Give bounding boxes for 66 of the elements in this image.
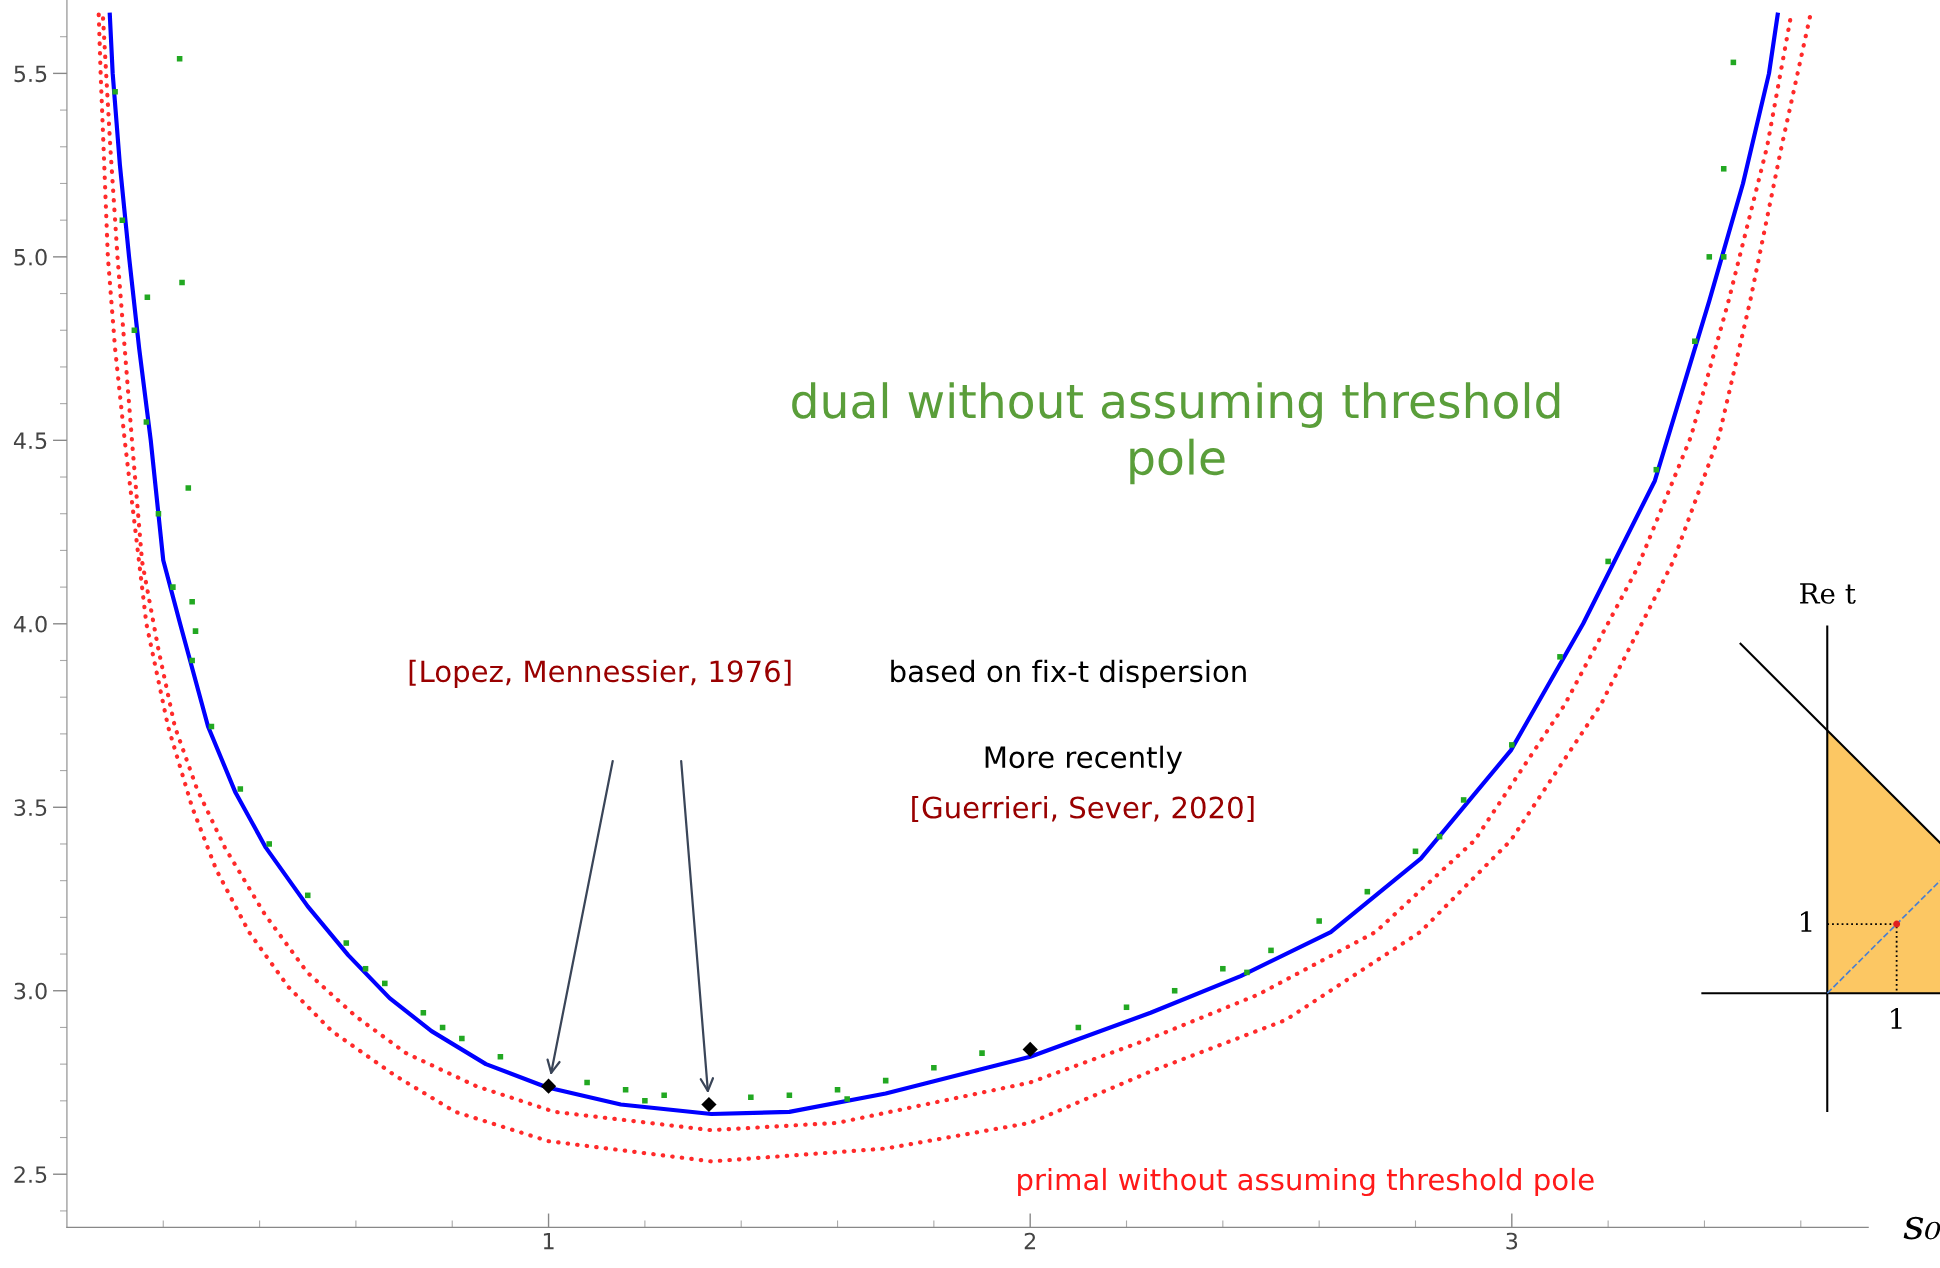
point [343,940,350,946]
annotation: primal without assuming threshold pole [1018,1167,1594,1197]
point [189,657,195,664]
point [622,1087,629,1093]
annotation: More recently [985,745,1183,774]
point [642,1098,648,1104]
x-tick-label: 2 [1024,1232,1036,1250]
point [1557,654,1563,660]
point [131,327,138,334]
point [1244,969,1250,976]
point [1268,947,1274,954]
annotation: [Guerrieri, Sever, 2020] [912,795,1254,822]
point [834,1087,841,1093]
point [185,485,192,491]
point [1022,1041,1038,1058]
point [304,892,311,899]
point [112,88,118,95]
y-tick-label: 5.5 [14,65,47,83]
y-tick-label: 4.0 [13,615,47,633]
point [420,1009,427,1016]
y-tick-label: 2.5 [14,1166,47,1183]
point [1316,918,1322,924]
y-tick-label: 3.0 [14,982,47,1000]
y-tick-label: 4.5 [13,432,47,450]
x-axis-title: s₀ [1903,1216,1940,1240]
point [143,419,150,425]
annotation: Re t [1800,583,1856,604]
y-tick-label: 3.5 [14,799,47,817]
point [1720,254,1727,260]
point [701,1096,717,1113]
point [1460,797,1467,803]
x-tick-label: 1 [543,1232,554,1250]
annotation: 1 [1801,911,1812,932]
point [119,217,126,223]
point [979,1050,985,1056]
point [584,1079,590,1086]
y-tick-label: 5.0 [14,248,47,266]
point [144,294,151,300]
point [844,1096,850,1102]
point [189,599,195,605]
point [1706,254,1713,260]
point [179,279,185,286]
point [931,1065,937,1071]
annotation: [Lopez, Mennessier, 1976] [409,659,791,688]
annotation: dual without assuming threshold pole [792,382,1560,485]
x-tick-label: 3 [1506,1232,1518,1250]
point [192,628,199,634]
point [540,1078,557,1094]
point [459,1035,465,1042]
annotation: based on fix-t dispersion [891,659,1246,688]
point [1692,338,1698,345]
point [661,1092,667,1099]
point [266,841,272,847]
point [237,786,244,792]
text: 1 [1891,1008,1902,1029]
point [170,584,176,590]
point [1605,558,1611,565]
point [1720,166,1727,172]
point [748,1094,754,1100]
point [1123,1004,1130,1011]
point [382,980,388,987]
point [1171,987,1178,994]
point [1509,742,1515,748]
point [1220,965,1226,972]
point [362,965,369,972]
point [497,1054,504,1060]
